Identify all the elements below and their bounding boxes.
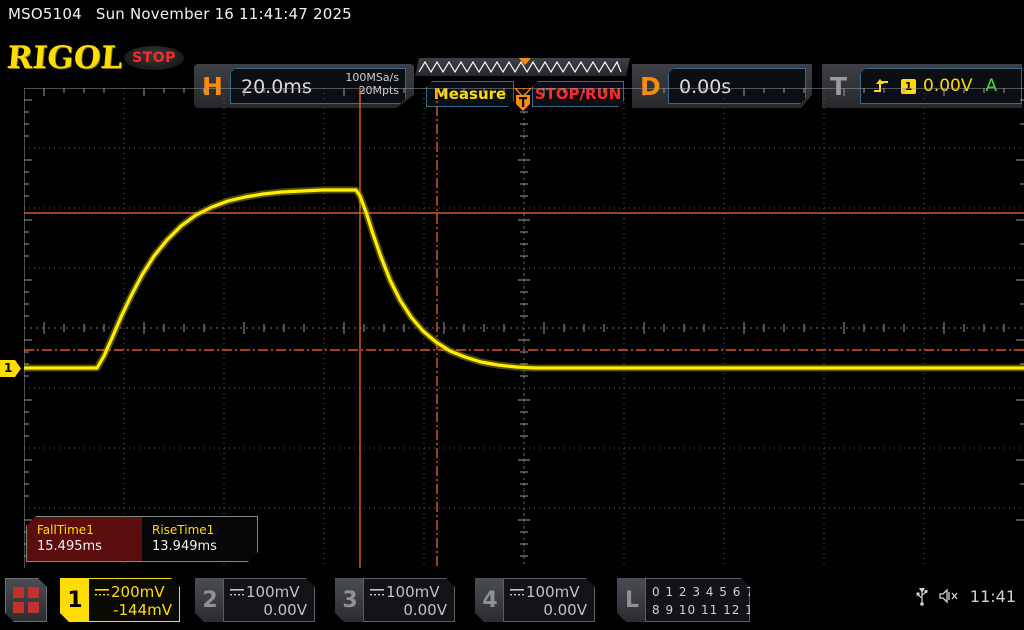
title-bar: MSO5104 Sun November 16 11:41:47 2025 xyxy=(0,0,1024,28)
channel-offset: -144mV xyxy=(113,601,172,619)
rising-edge-icon xyxy=(874,79,888,92)
logic-channels-button[interactable]: L 0 1 2 3 4 5 6 7 8 9 10 11 12 13 14 15 xyxy=(617,578,782,622)
run-state-indicator[interactable]: STOP xyxy=(124,46,184,70)
channel-number: 3 xyxy=(335,578,365,622)
menu-grid-icon xyxy=(28,602,39,613)
main-menu-button[interactable] xyxy=(5,578,47,622)
channel-2-button[interactable]: 2 100mV 0.00V xyxy=(195,578,315,622)
channel-offset: 0.00V xyxy=(403,601,447,619)
cursor-lines xyxy=(24,88,1024,568)
border-ticks xyxy=(24,88,1024,568)
menu-grid-icon xyxy=(13,587,24,598)
measurement-results-box[interactable]: FallTime1 15.495ms RiseTime1 13.949ms xyxy=(26,516,258,562)
channel-offset: 0.00V xyxy=(543,601,587,619)
bottom-bar: 1 200mV -144mV 2 xyxy=(0,572,1024,630)
channel-settings[interactable]: 100mV 0.00V xyxy=(503,578,595,622)
delay-readout[interactable]: 0.00s xyxy=(668,68,806,104)
channel-1-button[interactable]: 1 200mV -144mV xyxy=(60,578,180,622)
delay-block[interactable]: D 0.00s xyxy=(632,64,812,108)
channel1-ground-label: 1 xyxy=(4,361,13,375)
system-datetime: Sun November 16 11:41:47 2025 xyxy=(95,5,352,23)
channel-scale: 100mV xyxy=(386,583,440,601)
waveform-display[interactable] xyxy=(24,88,1024,568)
measurement-item-risetime[interactable]: RiseTime1 13.949ms xyxy=(142,517,257,561)
channel-number: 1 xyxy=(60,578,90,622)
measure-button[interactable]: Measure xyxy=(426,81,514,107)
sample-rate-value: 100MSa/s xyxy=(345,71,399,84)
horizontal-timebase-block[interactable]: H 20.0ms 100MSa/s 20Mpts xyxy=(194,64,414,108)
horizontal-letter: H xyxy=(202,72,223,101)
channel-number: 4 xyxy=(475,578,505,622)
channel1-trace xyxy=(24,186,1024,372)
memory-trigger-marker-icon xyxy=(519,58,531,65)
center-axes xyxy=(24,88,1024,568)
instrument-model: MSO5104 xyxy=(8,5,82,23)
logic-channel-list[interactable]: 0 1 2 3 4 5 6 7 8 9 10 11 12 13 14 15 xyxy=(645,578,750,622)
dc-coupling-icon xyxy=(95,588,109,597)
dc-coupling-icon xyxy=(230,588,244,597)
channel-settings[interactable]: 100mV 0.00V xyxy=(223,578,315,622)
trigger-position-marker[interactable] xyxy=(513,87,533,112)
measurement-value: 15.495ms xyxy=(37,539,102,554)
usb-icon[interactable] xyxy=(916,586,928,606)
measurement-item-falltime[interactable]: FallTime1 15.495ms xyxy=(27,517,142,561)
channel-scale: 200mV xyxy=(111,583,165,601)
status-clock: 11:41 xyxy=(969,586,1016,606)
trigger-letter: T xyxy=(830,72,848,101)
channel-3-button[interactable]: 3 100mV 0.00V xyxy=(335,578,455,622)
trigger-source-badge: 1 xyxy=(901,78,916,94)
logic-row-low: 0 1 2 3 4 5 6 7 xyxy=(652,585,755,599)
channel1-ground-marker[interactable]: 1 xyxy=(0,360,22,377)
timebase-value: 20.0ms xyxy=(241,76,312,98)
channel-settings[interactable]: 100mV 0.00V xyxy=(363,578,455,622)
measurement-value: 13.949ms xyxy=(152,539,217,554)
menu-grid-icon xyxy=(28,587,39,598)
trigger-level-value: 0.00V xyxy=(923,76,973,96)
center-axis-ticks xyxy=(43,99,1005,557)
dc-coupling-icon xyxy=(370,588,384,597)
memory-position-bar[interactable] xyxy=(415,58,630,76)
dc-coupling-icon xyxy=(510,588,524,597)
system-status-icons: 11:41 xyxy=(916,586,1016,606)
logic-tag: L xyxy=(617,578,647,622)
trigger-mode-value: A xyxy=(985,76,998,96)
speaker-muted-icon[interactable] xyxy=(939,588,959,604)
delay-value: 0.00s xyxy=(679,76,732,98)
toolbar: RIGOL STOP H 20.0ms 100MSa/s 20Mpts Meas… xyxy=(0,28,1024,108)
trigger-block[interactable]: T 1 0.00V A xyxy=(822,64,1022,108)
menu-grid-icon xyxy=(13,602,24,613)
measurement-label: FallTime1 xyxy=(37,523,94,537)
channel-settings[interactable]: 200mV -144mV xyxy=(88,578,180,622)
channel-scale: 100mV xyxy=(246,583,300,601)
channel-4-button[interactable]: 4 100mV 0.00V xyxy=(475,578,595,622)
channel-number: 2 xyxy=(195,578,225,622)
trigger-readout[interactable]: 1 0.00V A xyxy=(860,68,1022,104)
measurement-label: RiseTime1 xyxy=(152,523,215,537)
delay-letter: D xyxy=(640,72,661,101)
memory-depth-value: 20Mpts xyxy=(358,84,399,97)
channel-offset: 0.00V xyxy=(263,601,307,619)
graticule-and-trace xyxy=(24,88,1024,568)
rigol-logo: RIGOL xyxy=(5,40,125,76)
logic-row-high: 8 9 10 11 12 13 14 15 xyxy=(652,603,807,617)
horizontal-readout[interactable]: 20.0ms 100MSa/s 20Mpts xyxy=(230,68,406,104)
channel-scale: 100mV xyxy=(526,583,580,601)
acquisition-readout: 100MSa/s 20Mpts xyxy=(345,71,399,97)
